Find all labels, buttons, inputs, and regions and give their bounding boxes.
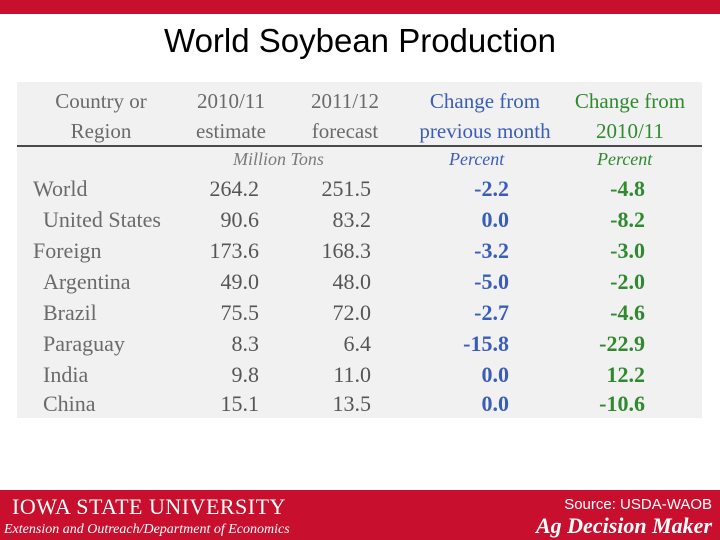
header-change-month-line1: Change from — [429, 89, 541, 113]
row-change-month: 0.0 — [481, 362, 510, 387]
row-change-month: -3.2 — [474, 238, 509, 263]
row-name: India — [43, 362, 89, 387]
row-change-year: -4.6 — [610, 300, 645, 325]
table-row: Brazil 75.5 72.0 -2.7 -4.6 — [17, 297, 702, 328]
header-change-year-line2: 2010/11 — [595, 119, 665, 143]
row-2010: 173.6 — [209, 238, 260, 263]
table-row: World 264.2 251.5 -2.2 -4.8 — [17, 173, 702, 204]
row-change-month: -15.8 — [463, 331, 509, 356]
unit-million-tons: Million Tons — [233, 149, 324, 169]
row-change-month: 0.0 — [481, 391, 510, 416]
header-country-line2: Region — [70, 119, 132, 143]
source-text: Source: USDA-WAOB — [564, 496, 712, 513]
header-country: Country or Region — [31, 86, 171, 146]
row-2010: 90.6 — [220, 207, 260, 232]
header-rule — [17, 145, 702, 147]
header-2010-line1: 2010/11 — [196, 89, 266, 113]
row-name: Argentina — [43, 269, 131, 294]
row-change-year: 12.2 — [606, 362, 646, 387]
unit-percent-month: Percent — [449, 149, 505, 169]
row-2011: 6.4 — [343, 331, 372, 356]
soybean-table: Country or Region 2010/11 estimate 2011/… — [17, 82, 702, 418]
brand-text: Ag Decision Maker — [536, 513, 712, 538]
table-row: United States 90.6 83.2 0.0 -8.2 — [17, 204, 702, 235]
header-2011: 2011/12 forecast — [297, 86, 393, 146]
row-2010: 264.2 — [209, 176, 260, 201]
row-change-year: -8.2 — [610, 207, 645, 232]
top-accent-bar — [0, 0, 720, 14]
row-2011: 72.0 — [332, 300, 372, 325]
row-change-year: -22.9 — [599, 331, 645, 356]
row-2010: 8.3 — [231, 331, 260, 356]
header-change-year: Change from 2010/11 — [565, 86, 695, 146]
header-2011-line2: forecast — [311, 119, 379, 143]
row-2011: 13.5 — [332, 391, 372, 416]
table-row: Foreign 173.6 168.3 -3.2 -3.0 — [17, 235, 702, 266]
header-2011-line1: 2011/12 — [310, 89, 380, 113]
row-name: Foreign — [33, 238, 102, 263]
slide-title: World Soybean Production — [164, 22, 556, 59]
row-change-month: 0.0 — [481, 207, 510, 232]
department-text: Extension and Outreach/Department of Eco… — [4, 522, 290, 537]
row-change-month: -5.0 — [474, 269, 509, 294]
row-2010: 9.8 — [231, 362, 260, 387]
row-change-year: -2.0 — [610, 269, 645, 294]
table-row: Argentina 49.0 48.0 -5.0 -2.0 — [17, 266, 702, 297]
row-2010: 49.0 — [220, 269, 260, 294]
footer-bar: IOWA STATE UNIVERSITY Extension and Outr… — [0, 490, 720, 540]
row-change-month: -2.2 — [474, 176, 509, 201]
row-2011: 251.5 — [321, 176, 372, 201]
row-2011: 11.0 — [333, 362, 371, 387]
header-2010-line2: estimate — [196, 119, 266, 143]
row-2010: 15.1 — [220, 391, 260, 416]
row-2010: 75.5 — [220, 300, 260, 325]
header-2010: 2010/11 estimate — [183, 86, 279, 146]
row-name: China — [43, 391, 96, 416]
header-change-month: Change from previous month — [403, 86, 567, 146]
row-2011: 83.2 — [332, 207, 372, 232]
row-change-month: -2.7 — [474, 300, 509, 325]
table-row: India 9.8 11.0 0.0 12.2 — [17, 359, 702, 390]
row-change-year: -3.0 — [610, 238, 645, 263]
row-name: Brazil — [43, 300, 97, 325]
row-2011: 48.0 — [332, 269, 372, 294]
row-name: United States — [43, 207, 161, 232]
university-logo-text: IOWA STATE UNIVERSITY — [12, 494, 286, 519]
table-row: Paraguay 8.3 6.4 -15.8 -22.9 — [17, 328, 702, 359]
table-row: China 15.1 13.5 0.0 -10.6 — [17, 388, 702, 419]
row-name: Paraguay — [43, 331, 125, 356]
row-change-year: -4.8 — [610, 176, 645, 201]
row-2011: 168.3 — [321, 238, 372, 263]
row-name: World — [33, 176, 88, 201]
header-country-line1: Country or — [55, 89, 147, 113]
row-change-year: -10.6 — [599, 391, 645, 416]
unit-percent-year: Percent — [597, 149, 653, 169]
header-change-month-line2: previous month — [419, 119, 551, 143]
header-change-year-line1: Change from — [574, 89, 686, 113]
